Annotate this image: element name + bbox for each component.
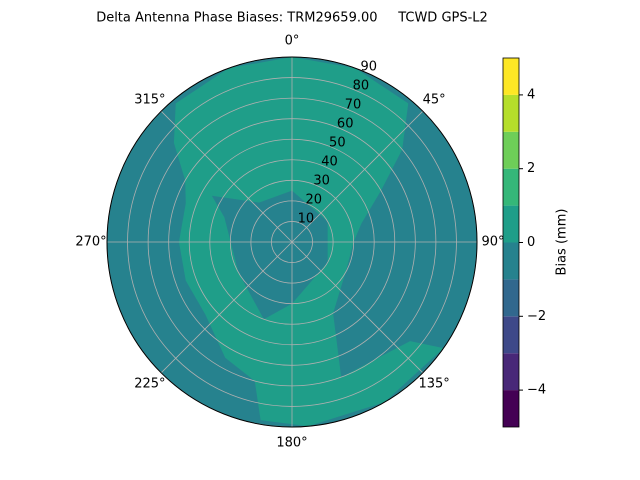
angular-tick-label: 180° [276,436,307,451]
colorbar-band [503,353,519,391]
angular-tick-label: 270° [75,235,106,250]
angular-tick-label: 315° [134,92,165,107]
radial-tick-label: 40 [321,155,338,170]
colorbar-label: Bias (mm) [555,209,570,276]
angular-grid-line [160,110,293,243]
chart-title: Delta Antenna Phase Biases: TRM29659.00 … [96,11,488,26]
colorbar-band [503,205,519,243]
radial-tick-label: 70 [345,98,362,113]
colorbar-tick-label: −2 [527,309,546,324]
colorbar-tick-label: 2 [527,161,535,176]
angular-tick-label: 225° [134,377,165,392]
polar-frame [106,56,478,428]
radial-tick-label: 90 [361,60,378,75]
angular-grid-line [291,241,424,374]
angular-tick-label: 90° [481,235,504,250]
radial-tick-label: 10 [298,212,315,227]
angular-grid-line [291,110,424,243]
colorbar-band [503,168,519,206]
radial-tick-label: 20 [305,193,322,208]
colorbar-band [503,94,519,132]
colorbar-band [503,390,519,427]
colorbar-tick-label: −4 [527,383,546,398]
colorbar-band [503,279,519,317]
colorbar-tick-label: 4 [527,87,535,102]
colorbar-tick-label: 0 [527,235,535,250]
radial-tick-label: 80 [353,79,370,94]
angular-tick-label: 135° [418,377,449,392]
colorbar-band [503,131,519,169]
colorbar-band [503,316,519,354]
angular-tick-label: 0° [285,34,300,49]
radial-tick-label: 30 [313,174,330,189]
radial-tick-label: 60 [337,117,354,132]
angular-grid-line [160,241,293,374]
angular-tick-label: 45° [423,92,446,107]
colorbar-band [503,58,519,95]
radial-tick-label: 50 [329,136,346,151]
colorbar-band [503,242,519,280]
